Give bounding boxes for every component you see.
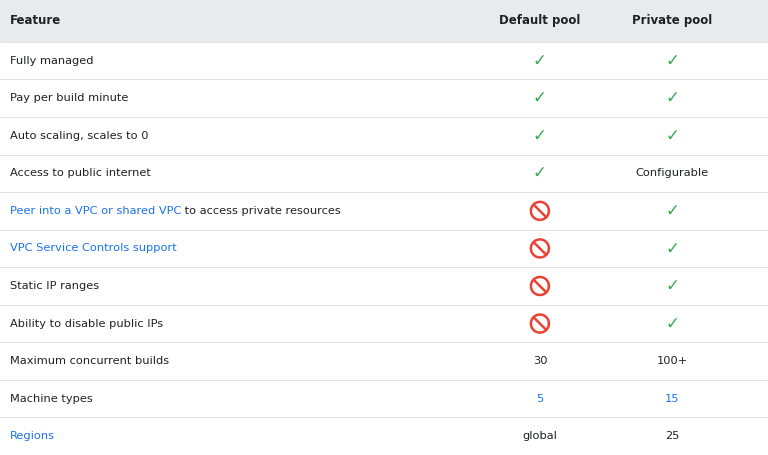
Text: Default pool: Default pool xyxy=(499,15,581,27)
Text: 30: 30 xyxy=(533,356,547,366)
Bar xyxy=(0,0,768,42)
Text: global: global xyxy=(522,431,558,441)
Text: ✓: ✓ xyxy=(533,89,547,107)
Text: Machine types: Machine types xyxy=(10,394,93,404)
Bar xyxy=(0,417,768,455)
Text: Configurable: Configurable xyxy=(635,168,709,178)
Text: Auto scaling, scales to 0: Auto scaling, scales to 0 xyxy=(10,131,148,141)
Text: Regions: Regions xyxy=(10,431,55,441)
Text: ✓: ✓ xyxy=(665,127,679,145)
Text: VPC Service Controls support: VPC Service Controls support xyxy=(10,243,177,253)
Bar xyxy=(0,192,768,230)
Text: ✓: ✓ xyxy=(665,202,679,220)
Text: Private pool: Private pool xyxy=(632,15,712,27)
Bar xyxy=(0,267,768,305)
Bar xyxy=(0,230,768,267)
Text: 15: 15 xyxy=(665,394,679,404)
Bar xyxy=(0,305,768,342)
Text: to access private resources: to access private resources xyxy=(181,206,341,216)
Bar xyxy=(0,80,768,117)
Bar xyxy=(0,380,768,417)
Bar xyxy=(0,42,768,80)
Text: ✓: ✓ xyxy=(533,164,547,182)
Text: Fully managed: Fully managed xyxy=(10,56,94,66)
Text: 100+: 100+ xyxy=(657,356,687,366)
Text: ✓: ✓ xyxy=(533,127,547,145)
Text: ✓: ✓ xyxy=(533,51,547,70)
Bar xyxy=(0,117,768,155)
Text: 5: 5 xyxy=(536,394,544,404)
Text: Feature: Feature xyxy=(10,15,61,27)
Bar xyxy=(0,342,768,380)
Text: Peer into a VPC or shared VPC: Peer into a VPC or shared VPC xyxy=(10,206,181,216)
Text: ✓: ✓ xyxy=(665,277,679,295)
Text: Maximum concurrent builds: Maximum concurrent builds xyxy=(10,356,169,366)
Text: ✓: ✓ xyxy=(665,51,679,70)
Bar xyxy=(0,155,768,192)
Text: Static IP ranges: Static IP ranges xyxy=(10,281,99,291)
Text: ✓: ✓ xyxy=(665,314,679,333)
Text: Pay per build minute: Pay per build minute xyxy=(10,93,128,103)
Text: Access to public internet: Access to public internet xyxy=(10,168,151,178)
Text: ✓: ✓ xyxy=(665,89,679,107)
Text: ✓: ✓ xyxy=(665,239,679,258)
Text: 25: 25 xyxy=(665,431,679,441)
Text: Ability to disable public IPs: Ability to disable public IPs xyxy=(10,318,163,329)
